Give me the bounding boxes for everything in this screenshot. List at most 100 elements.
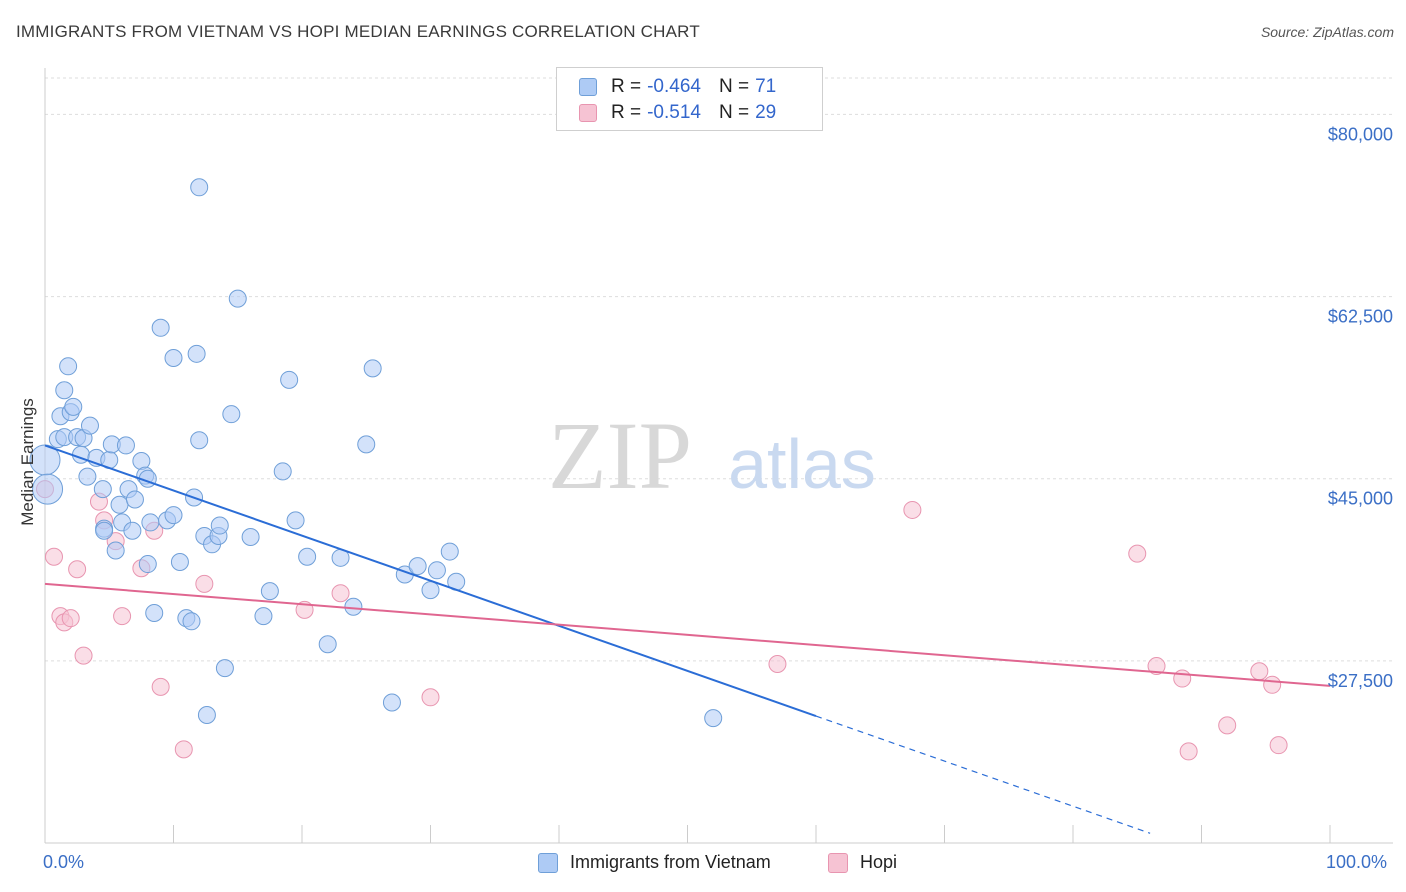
legend-item-vietnam[interactable]: Immigrants from Vietnam	[538, 852, 771, 873]
series-legend: Immigrants from Vietnam Hopi	[0, 852, 1406, 876]
stats-legend: R = -0.464 N = 71 R = -0.514 N = 29	[556, 67, 823, 131]
y-axis-title: Median Earnings	[18, 398, 37, 526]
legend-item-hopi[interactable]: Hopi	[828, 852, 897, 873]
vietnam-point	[78, 467, 97, 486]
hopi-point	[68, 560, 87, 579]
watermark-zip: ZIP	[548, 402, 692, 509]
vietnam-point	[93, 480, 112, 499]
legend-r-label: R =	[611, 102, 642, 123]
hopi-point	[74, 646, 93, 665]
vietnam-point	[59, 357, 78, 376]
vietnam-trend-line	[44, 444, 817, 717]
vietnam-points	[29, 178, 723, 728]
hopi-point	[151, 677, 170, 696]
hopi-point	[174, 740, 193, 759]
vietnam-point	[125, 490, 144, 509]
hopi-point	[903, 500, 922, 519]
legend-n-value: 29	[755, 102, 777, 123]
axes	[44, 68, 1393, 844]
hopi-point	[195, 574, 214, 593]
y-tick-label: $62,500	[1328, 307, 1393, 327]
y-tick-label: $27,500	[1328, 671, 1393, 691]
hopi-trend-line	[44, 582, 1331, 687]
hopi-swatch	[579, 104, 597, 122]
vietnam-point	[280, 370, 299, 389]
vietnam-swatch	[579, 78, 597, 96]
hopi-point	[44, 547, 63, 566]
vietnam-point	[427, 561, 446, 580]
vietnam-point	[408, 557, 427, 576]
vietnam-legend-label: Immigrants from Vietnam	[570, 852, 771, 872]
vietnam-point	[228, 289, 247, 308]
hopi-point	[1250, 662, 1269, 681]
hopi-point	[61, 609, 80, 628]
vietnam-point	[32, 473, 64, 505]
hopi-point	[331, 584, 350, 603]
vietnam-point	[344, 597, 363, 616]
vietnam-point	[254, 607, 273, 626]
legend-row-hopi: R = -0.514 N = 29	[579, 101, 776, 125]
vietnam-point	[55, 381, 74, 400]
vietnam-point	[222, 405, 241, 424]
x-min-label: 0.0%	[43, 852, 85, 872]
vietnam-point	[182, 612, 201, 631]
x-max-label: 100.0%	[1326, 852, 1388, 872]
trend-lines	[44, 444, 1331, 834]
hopi-point	[1179, 742, 1198, 761]
legend-r-label: R =	[611, 76, 642, 97]
hopi-point	[1263, 675, 1282, 694]
vietnam-point	[190, 178, 209, 197]
vietnam-point	[190, 431, 209, 450]
vietnam-point	[145, 603, 164, 622]
legend-r-value: -0.464	[647, 76, 701, 97]
hopi-point	[1147, 657, 1166, 676]
hopi-legend-swatch	[828, 852, 848, 873]
grid-lines	[45, 77, 1393, 662]
vietnam-point	[110, 495, 129, 514]
y-tick-label: $45,000	[1328, 489, 1393, 509]
vietnam-point	[116, 436, 135, 455]
watermark-atlas: atlas	[728, 425, 876, 503]
hopi-point	[768, 654, 787, 673]
hopi-point	[1128, 544, 1147, 563]
vietnam-point	[210, 516, 229, 535]
vietnam-point	[141, 513, 160, 532]
chart-title: IMMIGRANTS FROM VIETNAM VS HOPI MEDIAN E…	[16, 22, 700, 41]
vietnam-point	[80, 416, 99, 435]
vietnam-point	[241, 528, 260, 546]
vietnam-point	[286, 511, 305, 530]
vietnam-point	[421, 581, 440, 600]
vietnam-point	[260, 582, 279, 601]
vietnam-point	[106, 541, 125, 560]
vietnam-point	[273, 462, 292, 481]
legend-r-value: -0.514	[647, 102, 701, 123]
hopi-point	[421, 688, 440, 707]
watermark: ZIP atlas	[548, 402, 876, 509]
vietnam-point	[138, 555, 157, 574]
hopi-point	[1218, 716, 1237, 735]
vietnam-point	[95, 521, 114, 540]
y-tick-labels: $80,000 $62,500 $45,000 $27,500	[1328, 124, 1393, 690]
vietnam-point	[123, 521, 142, 540]
vietnam-point	[170, 552, 189, 571]
vietnam-trend-extension	[815, 715, 1151, 834]
vietnam-point	[298, 547, 317, 566]
hopi-point	[113, 607, 132, 626]
legend-n-value: 71	[755, 76, 777, 97]
vietnam-point	[357, 435, 376, 454]
vietnam-point	[704, 709, 723, 728]
legend-n-label: N =	[718, 102, 750, 123]
hopi-point	[1269, 736, 1288, 755]
vietnam-point	[151, 318, 170, 337]
vietnam-point	[64, 397, 83, 416]
vietnam-point	[440, 542, 459, 561]
vietnam-point	[187, 344, 206, 363]
vietnam-point	[363, 359, 382, 378]
y-tick-label: $80,000	[1328, 124, 1393, 144]
hopi-point	[1173, 669, 1192, 688]
vietnam-point	[197, 705, 216, 724]
vietnam-point	[164, 348, 183, 367]
chart-source: Source: ZipAtlas.com	[1260, 24, 1394, 40]
vietnam-point	[215, 659, 234, 678]
